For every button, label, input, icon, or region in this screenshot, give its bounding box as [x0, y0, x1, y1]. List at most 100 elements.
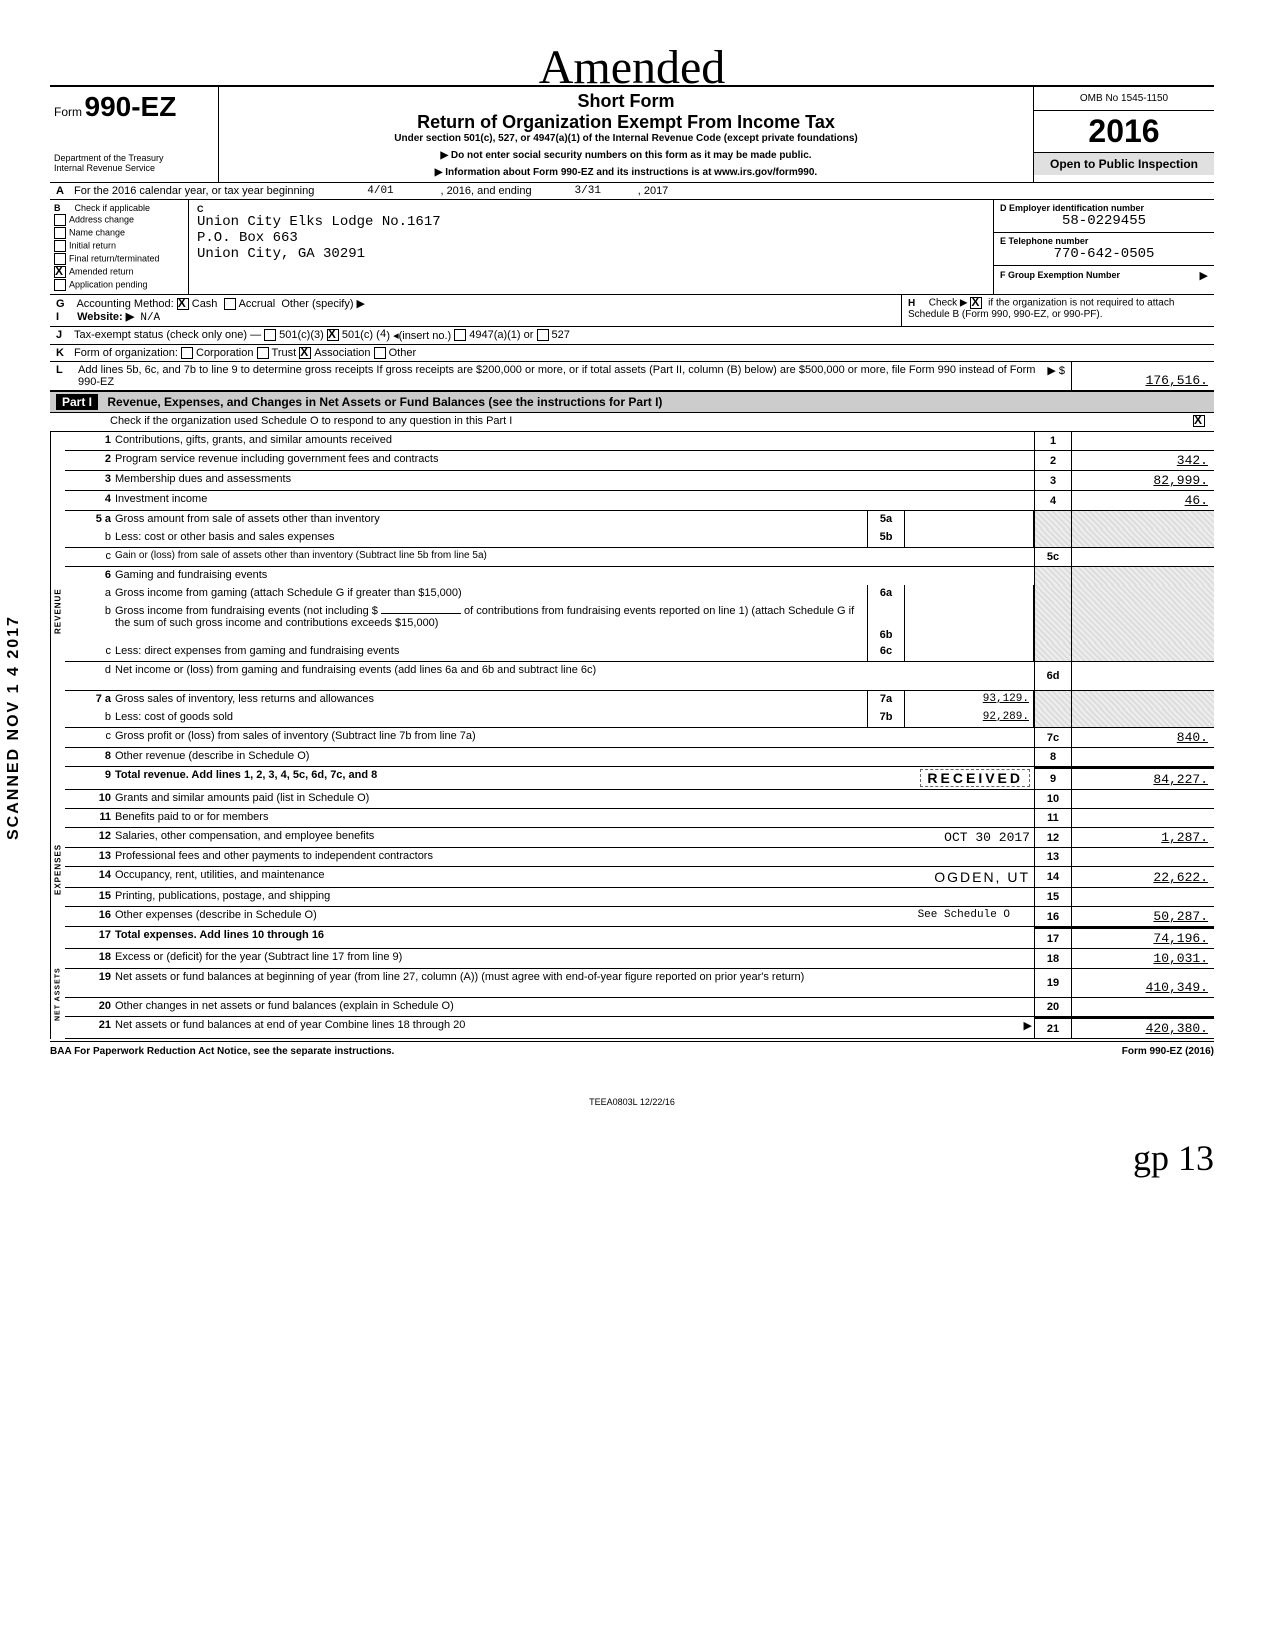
- row-6a: a Gross income from gaming (attach Sched…: [65, 585, 1214, 603]
- chk-other-org[interactable]: [374, 347, 386, 359]
- b8: 8: [1034, 748, 1071, 766]
- v8: [1071, 748, 1214, 766]
- part1-check-text: Check if the organization used Schedule …: [50, 413, 1187, 431]
- chk-trust[interactable]: [257, 347, 269, 359]
- n20: 20: [65, 998, 115, 1016]
- row-12: 12 Salaries, other compensation, and emp…: [65, 828, 1214, 848]
- v11: [1071, 809, 1214, 827]
- s5a: [1034, 511, 1071, 529]
- gross-receipts: 176,516.: [1071, 362, 1214, 390]
- 501c-num: 4: [380, 329, 387, 342]
- b5c: 5c: [1034, 548, 1071, 566]
- n2: 2: [65, 451, 115, 470]
- row-5c: c Gain or (loss) from sale of assets oth…: [65, 548, 1214, 567]
- website-label: Website: ▶: [77, 311, 134, 323]
- stamp-loc: OGDEN, UT: [934, 869, 1030, 885]
- n13: 13: [65, 848, 115, 866]
- line-k: K Form of organization: Corporation Trus…: [50, 345, 1214, 362]
- d13: Professional fees and other payments to …: [115, 848, 1034, 866]
- chk-schedule-b[interactable]: [970, 297, 982, 309]
- org-addr1: P.O. Box 663: [197, 230, 985, 246]
- d19: Net assets or fund balances at beginning…: [115, 969, 1034, 997]
- row-5a: 5 a Gross amount from sale of assets oth…: [65, 511, 1214, 529]
- chk-501c[interactable]: [327, 329, 339, 341]
- d3: Membership dues and assessments: [115, 471, 1034, 490]
- mv6b: [905, 603, 1034, 643]
- m6b: 6b: [867, 603, 905, 643]
- chk-4947[interactable]: [454, 329, 466, 341]
- ein-label: D Employer identification number: [1000, 203, 1208, 213]
- n5a: 5 a: [65, 511, 115, 529]
- v17: 74,196.: [1071, 927, 1214, 948]
- check-if-label: Check if applicable: [75, 203, 151, 213]
- row-20: 20 Other changes in net assets or fund b…: [65, 998, 1214, 1017]
- lbl-trust: Trust: [272, 347, 297, 359]
- chk-assoc[interactable]: [299, 347, 311, 359]
- lbl-corp: Corporation: [196, 347, 253, 359]
- lbl-assoc: Association: [314, 347, 370, 359]
- chk-501c3[interactable]: [264, 329, 276, 341]
- s7b: [1034, 709, 1071, 727]
- lbl-app-pending: Application pending: [69, 279, 148, 289]
- v6d: [1071, 662, 1214, 690]
- chk-527[interactable]: [537, 329, 549, 341]
- phone-value: 770-642-0505: [1000, 246, 1208, 262]
- b6d: 6d: [1034, 662, 1071, 690]
- v21: 420,380.: [1071, 1017, 1214, 1038]
- chk-accrual[interactable]: [224, 298, 236, 310]
- n15: 15: [65, 888, 115, 906]
- letter-c: C: [197, 204, 985, 214]
- chk-schedule-o[interactable]: [1193, 415, 1205, 427]
- row-2: 2 Program service revenue including gove…: [65, 451, 1214, 471]
- d17: Total expenses. Add lines 10 through 16: [115, 927, 1034, 948]
- sv7b: [1071, 709, 1214, 727]
- h-check-text: Check ▶: [929, 298, 968, 309]
- line-l-arrow: ▶ $: [1041, 362, 1071, 390]
- sv6c: [1071, 643, 1214, 661]
- m5a: 5a: [867, 511, 905, 529]
- form-header: Form 990-EZ Department of the Treasury I…: [50, 85, 1214, 183]
- chk-corp[interactable]: [181, 347, 193, 359]
- v13: [1071, 848, 1214, 866]
- lbl-501c: 501(c) (: [342, 329, 380, 342]
- s7a: [1034, 691, 1071, 709]
- v18: 10,031.: [1071, 949, 1214, 968]
- n6b: b: [65, 603, 115, 643]
- form-prefix: Form: [54, 105, 82, 119]
- mv6c: [905, 643, 1034, 661]
- b2: 2: [1034, 451, 1071, 470]
- v7c: 840.: [1071, 728, 1214, 747]
- lbl-527: 527: [552, 329, 570, 342]
- d1: Contributions, gifts, grants, and simila…: [115, 432, 1034, 450]
- sv6b: [1071, 603, 1214, 643]
- sv5a: [1071, 511, 1214, 529]
- website-value: N/A: [140, 312, 160, 324]
- v1: [1071, 432, 1214, 450]
- n5b: b: [65, 529, 115, 547]
- irs-label: Internal Revenue Service: [54, 163, 214, 173]
- open-public: Open to Public Inspection: [1034, 153, 1214, 175]
- expenses-sidebar: EXPENSES: [50, 790, 65, 949]
- chk-name-change[interactable]: [54, 227, 66, 239]
- part1-label: Part I: [56, 394, 98, 410]
- form-number: 990-EZ: [85, 91, 177, 122]
- d15: Printing, publications, postage, and shi…: [115, 888, 1034, 906]
- mv6a: [905, 585, 1034, 603]
- n18: 18: [65, 949, 115, 968]
- address-block: B Check if applicable Address change Nam…: [50, 200, 1214, 295]
- chk-app-pending[interactable]: [54, 279, 66, 291]
- d8: Other revenue (describe in Schedule O): [115, 748, 1034, 766]
- n11: 11: [65, 809, 115, 827]
- d2: Program service revenue including govern…: [115, 451, 1034, 470]
- b21: 21: [1034, 1017, 1071, 1038]
- chk-cash[interactable]: [177, 298, 189, 310]
- chk-initial-return[interactable]: [54, 240, 66, 252]
- n17: 17: [65, 927, 115, 948]
- chk-address-change[interactable]: [54, 214, 66, 226]
- row-1: 1 Contributions, gifts, grants, and simi…: [65, 432, 1214, 451]
- b11: 11: [1034, 809, 1071, 827]
- group-exempt-label: F Group Exemption Number: [1000, 270, 1120, 280]
- chk-amended-return[interactable]: [54, 266, 66, 278]
- part1-title: Revenue, Expenses, and Changes in Net As…: [107, 395, 662, 409]
- row-13: 13 Professional fees and other payments …: [65, 848, 1214, 867]
